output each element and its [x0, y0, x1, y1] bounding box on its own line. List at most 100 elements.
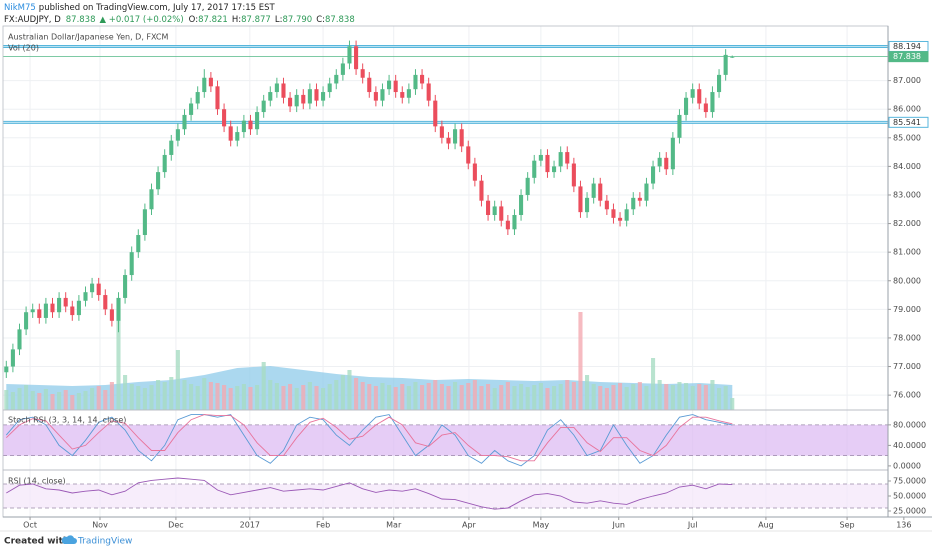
candle-body — [644, 183, 649, 201]
ohlc-value: 87.821 — [198, 15, 228, 25]
candle-body — [393, 80, 398, 93]
author[interactable]: NikM75 — [4, 3, 36, 13]
volume-bar — [690, 386, 695, 410]
candle-body — [281, 83, 286, 98]
price-label: 88.194 — [893, 42, 921, 51]
candle-body — [288, 97, 293, 107]
y-tick-label: 76.000 — [893, 391, 921, 400]
candle-body — [76, 300, 81, 316]
candle-body — [717, 74, 722, 93]
volume-bar — [334, 380, 339, 410]
volume-bar — [657, 380, 662, 410]
candle-body — [17, 329, 22, 350]
volume-bar — [486, 384, 491, 410]
volume-bar — [235, 386, 240, 410]
volume-bar — [499, 385, 504, 410]
volume-bar — [585, 375, 590, 410]
candle-body — [532, 160, 537, 178]
volume-bar — [439, 384, 444, 410]
volume-bar — [670, 385, 675, 410]
candle-body — [499, 206, 504, 221]
volume-bar — [723, 386, 728, 410]
volume-bar — [116, 320, 121, 410]
y-tick-label: 84.000 — [893, 162, 921, 171]
candle-body — [189, 103, 194, 115]
volume-bar — [552, 386, 557, 410]
candle-body — [598, 183, 603, 201]
volume-bar — [651, 358, 656, 410]
ohlc-key: H: — [232, 15, 241, 25]
x-tick-label: Sep — [840, 521, 855, 530]
volume-bar — [433, 380, 438, 410]
y-tick-label: 25.0000 — [893, 506, 926, 515]
candle-body — [294, 94, 299, 107]
candle-body — [136, 235, 141, 253]
candle-body — [611, 209, 616, 218]
volume-bar — [10, 392, 15, 410]
candle-body — [142, 209, 147, 236]
header-line-2: FX:AUDJPY, D 87.838 ▲ +0.017 (+0.02%) O:87.… — [4, 15, 355, 25]
volume-bar — [545, 388, 550, 410]
volume-bar — [43, 389, 48, 410]
price-label: 87.838 — [893, 52, 921, 61]
volume-bar — [710, 380, 715, 410]
volume-bar — [479, 386, 484, 410]
volume-bar — [400, 384, 405, 410]
volume-bar — [406, 386, 411, 410]
candle-body — [367, 77, 372, 93]
volume-bar — [618, 383, 623, 410]
volume-bar — [202, 378, 207, 410]
plot-layer: Oct Nov Dec 2017 Feb Mar Apr May Jun Jul Aug Sep 136… — [2, 25, 932, 530]
volume-bar — [677, 382, 682, 410]
candle-body — [373, 92, 378, 101]
indicator-line — [6, 477, 733, 510]
header-line-1: NikM75 published on TradingView.com, July… — [4, 3, 275, 13]
volume-bar — [697, 384, 702, 410]
candle-body — [10, 349, 15, 367]
volume-title: Vol (20) — [8, 44, 39, 53]
candle-body — [63, 297, 68, 307]
y-tick-label: 50.0000 — [893, 491, 926, 500]
candle-body — [651, 166, 656, 184]
candle-body — [525, 177, 530, 195]
candle-body — [96, 283, 101, 296]
volume-bar — [538, 383, 543, 410]
volume-bar — [83, 391, 88, 410]
candle-body — [37, 309, 42, 318]
x-tick-label: 136 — [896, 521, 911, 530]
candle-body — [387, 80, 392, 90]
candle-body — [228, 126, 233, 141]
candle-body — [4, 366, 9, 373]
x-tick-label: Dec — [168, 521, 183, 530]
indicator-line — [5, 414, 733, 462]
x-tick-label: Aug — [758, 521, 774, 530]
candle-body — [459, 129, 464, 147]
price-box — [888, 51, 929, 63]
volume-bar — [631, 384, 636, 410]
candle-body — [30, 309, 35, 313]
volume-bar — [420, 385, 425, 410]
volume-bar — [288, 384, 293, 410]
y-tick-label: 86.000 — [893, 105, 921, 114]
candle-body — [175, 129, 180, 141]
volume-bar — [730, 398, 735, 410]
candle-body — [123, 275, 128, 298]
candle-body — [690, 89, 695, 98]
candle-body — [703, 103, 708, 113]
volume-bar — [189, 384, 194, 410]
volume-bar — [598, 386, 603, 410]
volume-bar — [525, 387, 530, 410]
volume-bar — [558, 384, 563, 410]
candle-body — [670, 137, 675, 170]
x-tick-label: 2017 — [240, 521, 260, 530]
x-tick-label: Oct — [23, 521, 37, 530]
candle-body — [684, 97, 689, 115]
candle-body — [241, 120, 246, 133]
price-box — [888, 116, 929, 128]
footer-brand[interactable]: TradingView — [77, 537, 132, 547]
volume-bar — [664, 384, 669, 410]
candle-body — [486, 200, 491, 215]
candle-body — [538, 154, 543, 161]
candle-body — [360, 69, 365, 78]
volume-bar — [314, 386, 319, 410]
